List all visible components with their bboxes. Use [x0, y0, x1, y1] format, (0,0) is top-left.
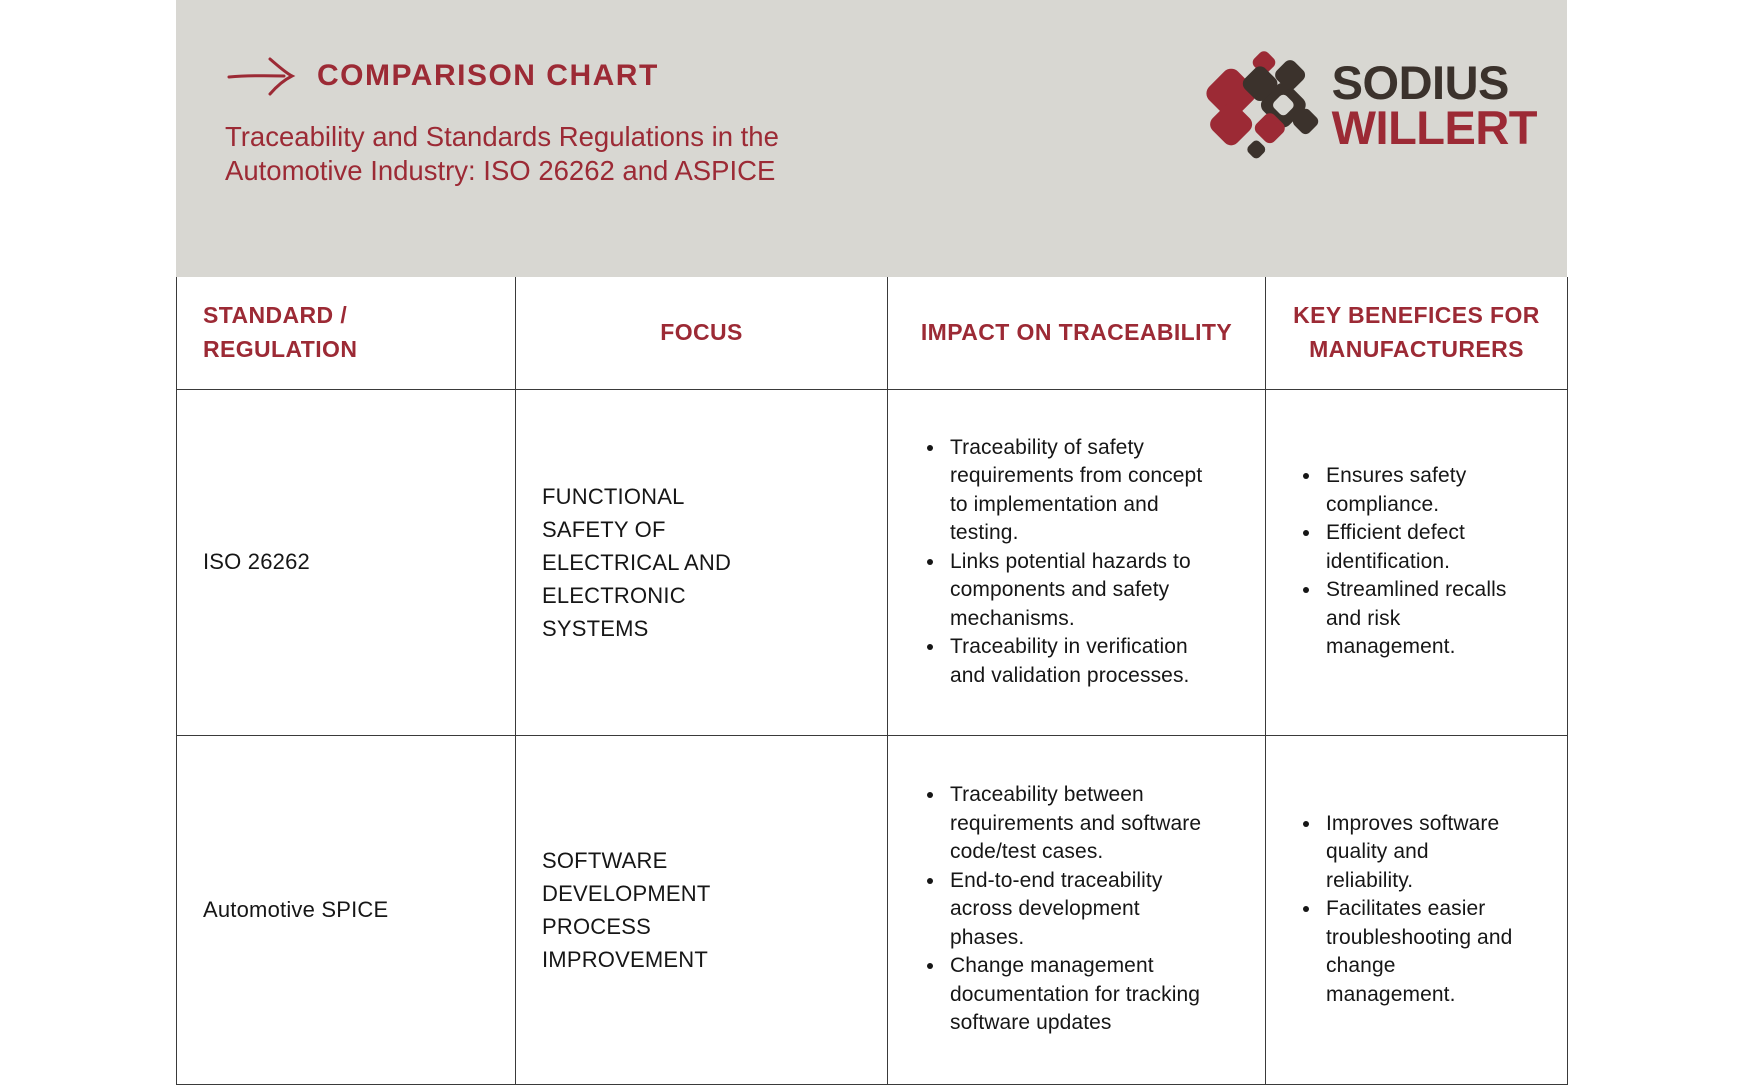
- impact-cell: Traceability between requirements and so…: [887, 734, 1266, 1085]
- header-standard-regulation: STANDARD / REGULATION: [176, 277, 516, 390]
- arrow-right-icon: [227, 57, 296, 96]
- header-row: STANDARD / REGULATION FOCUS IMPACT ON TR…: [176, 277, 1568, 390]
- focus-cell: SOFTWARE DEVELOPMENT PROCESS IMPROVEMENT: [515, 734, 888, 1085]
- impact-bullet-list: Traceability between requirements and so…: [916, 781, 1218, 1038]
- bullet-item: Traceability between requirements and so…: [946, 781, 1218, 867]
- impact-cell: Traceability of safety requirements from…: [887, 388, 1266, 736]
- table-row-automotive-spice: Automotive SPICE SOFTWARE DEVELOPMENT PR…: [176, 734, 1568, 1085]
- table-row-iso-26262: ISO 26262 FUNCTIONAL SAFETY OF ELECTRICA…: [176, 388, 1568, 736]
- sodius-willert-logo-icon: [1206, 51, 1318, 159]
- logo-wordmark: SODIUS WILLERT: [1331, 56, 1538, 154]
- focus-text: FUNCTIONAL SAFETY OF ELECTRICAL AND ELEC…: [542, 483, 732, 641]
- bullet-item: Traceability of safety requirements from…: [946, 434, 1218, 548]
- bullet-item: Streamlined recalls and risk management.: [1322, 576, 1518, 662]
- benefits-cell: Ensures safety compliance.Efficient defe…: [1265, 388, 1568, 736]
- bullet-item: Links potential hazards to components an…: [946, 548, 1218, 634]
- focus-text: SOFTWARE DEVELOPMENT PROCESS IMPROVEMENT: [542, 847, 711, 972]
- impact-bullet-list: Traceability of safety requirements from…: [916, 434, 1218, 691]
- bullet-item: Change management documentation for trac…: [946, 952, 1218, 1038]
- page-title: COMPARISON CHART: [317, 59, 659, 92]
- logo-line-sodius: SODIUS: [1331, 56, 1510, 109]
- bullet-item: Facilitates easier troubleshooting and c…: [1322, 895, 1518, 1009]
- bullet-item: Efficient defect identification.: [1322, 519, 1518, 576]
- focus-cell: FUNCTIONAL SAFETY OF ELECTRICAL AND ELEC…: [515, 388, 888, 736]
- bullet-item: Improves software quality and reliabilit…: [1322, 810, 1518, 896]
- bullet-item: End-to-end traceability across developme…: [946, 867, 1218, 953]
- bullet-item: Ensures safety compliance.: [1322, 462, 1518, 519]
- standard-cell: ISO 26262: [176, 388, 516, 736]
- page-content: COMPARISON CHART Traceability and Standa…: [176, 0, 1568, 1085]
- title-row: COMPARISON CHART: [225, 54, 1567, 98]
- logo-line-willert: WILLERT: [1331, 101, 1538, 154]
- bullet-item: Traceability in verification and validat…: [946, 633, 1218, 690]
- standard-cell: Automotive SPICE: [176, 734, 516, 1085]
- sodius-willert-logo: SODIUS WILLERT: [1206, 50, 1538, 160]
- benefits-bullet-list: Ensures safety compliance.Efficient defe…: [1292, 462, 1518, 662]
- benefits-bullet-list: Improves software quality and reliabilit…: [1292, 810, 1518, 1010]
- header-impact-on-traceability: IMPACT ON TRACEABILITY: [887, 277, 1266, 390]
- page-subtitle: Traceability and Standards Regulations i…: [225, 121, 779, 186]
- comparison-table: STANDARD / REGULATION FOCUS IMPACT ON TR…: [176, 277, 1568, 1085]
- header-key-benefices: KEY BENEFICES FOR MANUFACTURERS: [1265, 277, 1568, 390]
- header-focus: FOCUS: [515, 277, 888, 390]
- benefits-cell: Improves software quality and reliabilit…: [1265, 734, 1568, 1085]
- hero-panel: COMPARISON CHART Traceability and Standa…: [176, 0, 1567, 277]
